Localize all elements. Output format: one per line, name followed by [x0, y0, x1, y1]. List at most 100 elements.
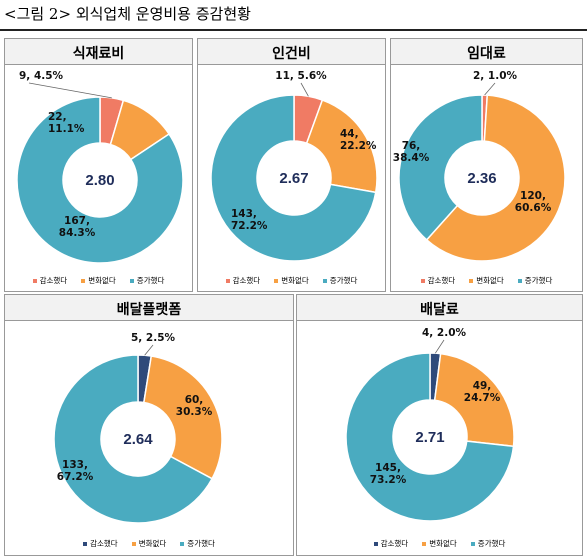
legend-swatch: [225, 279, 230, 283]
chart-title: 임대료: [467, 46, 506, 62]
center-value: 2.67: [279, 170, 308, 187]
slice-label: 9, 4.5%: [19, 70, 64, 82]
legend-label: 변화없다: [138, 539, 167, 548]
chart-title: 배달플랫폼: [116, 302, 182, 318]
legend-label: 변화없다: [429, 539, 457, 548]
legend-swatch: [373, 542, 378, 546]
label-leader-line: [484, 82, 496, 96]
slice-label: 133, 67.2%: [57, 459, 94, 483]
slice-label: 5, 2.5%: [131, 332, 176, 344]
chart-panel: 배달료 2.71 4, 2.0% 49, 24.7% 145, 73.2% 감소했다 변화없다 증…: [296, 294, 583, 556]
slice-label: 2, 1.0%: [473, 70, 518, 82]
legend-item: 증가했다: [470, 538, 506, 549]
donut-slice: [345, 352, 515, 522]
panel-header: 배달료: [297, 295, 582, 321]
chart-legend: 감소했다 변화없다 증가했다: [198, 275, 385, 286]
donut-slice: [142, 355, 223, 480]
label-leader-line: [144, 344, 154, 356]
legend-item: 감소했다: [225, 275, 261, 286]
chart-panel: 식재료비 2.80 9, 4.5% 22, 11.1% 167, 84.3% 감소했다 변화없다…: [4, 38, 193, 292]
legend-item: 증가했다: [129, 275, 165, 286]
donut-chart: 2.80 9, 4.5% 22, 11.1% 167, 84.3%: [16, 70, 184, 264]
legend-label: 감소했다: [380, 539, 409, 548]
legend-label: 증가했다: [136, 276, 165, 285]
legend-swatch: [83, 542, 88, 546]
legend-label: 증가했다: [329, 276, 358, 285]
panel-header: 식재료비: [5, 39, 192, 65]
center-value: 2.80: [85, 172, 114, 189]
legend-item: 증가했다: [322, 275, 358, 286]
legend-label: 변화없다: [281, 276, 309, 285]
legend-item: 변화없다: [274, 275, 309, 286]
slice-label: 22, 11.1%: [48, 111, 85, 135]
center-value: 2.36: [467, 170, 496, 187]
donut-slice: [16, 96, 184, 264]
donut-chart: 2.71 4, 2.0% 49, 24.7% 145, 73.2%: [345, 327, 515, 522]
legend-item: 감소했다: [83, 538, 118, 549]
legend-swatch: [469, 279, 474, 283]
label-leader-line: [434, 339, 445, 354]
donut-slice: [53, 354, 214, 524]
legend-label: 감소했다: [427, 276, 456, 285]
slice-label: 120, 60.6%: [515, 190, 552, 214]
legend-swatch: [81, 279, 86, 283]
donut-slice: [433, 352, 515, 448]
donut-slice: [305, 99, 378, 194]
center-value: 2.71: [415, 429, 444, 446]
legend-item: 감소했다: [373, 538, 409, 549]
figure-title: <그림 2> 외식업체 운영비용 증감현황: [4, 5, 251, 23]
legend-swatch: [129, 279, 134, 283]
chart-legend: 감소했다 변화없다 증가했다: [5, 538, 293, 549]
chart-title: 배달료: [420, 302, 459, 318]
label-leader-line: [28, 82, 112, 99]
slice-label: 143, 72.2%: [231, 208, 268, 232]
legend-label: 변화없다: [88, 276, 116, 285]
panel-header: 배달플랫폼: [5, 295, 293, 321]
legend-label: 감소했다: [232, 276, 261, 285]
legend-label: 증가했다: [524, 276, 553, 285]
chart-legend: 감소했다 변화없다 증가했다: [391, 275, 582, 286]
legend-label: 감소했다: [39, 276, 68, 285]
panel-header: 인건비: [198, 39, 385, 65]
chart-legend: 감소했다 변화없다 증가했다: [297, 538, 582, 549]
donut-slice: [425, 94, 566, 262]
slice-label: 167, 84.3%: [59, 215, 96, 239]
legend-label: 변화없다: [476, 276, 504, 285]
legend-swatch: [470, 542, 475, 546]
donut-chart: 2.64 5, 2.5% 60, 30.3% 133, 67.2%: [53, 332, 223, 524]
slice-label: 60, 30.3%: [176, 394, 213, 418]
center-value: 2.64: [123, 431, 153, 448]
legend-swatch: [32, 279, 37, 283]
label-leader-line: [300, 82, 309, 97]
legend-swatch: [422, 542, 427, 546]
donut-chart: 2.36 2, 1.0% 120, 60.6% 76, 38.4%: [393, 70, 566, 262]
legend-swatch: [517, 279, 522, 283]
legend-label: 증가했다: [477, 539, 506, 548]
chart-title: 인건비: [272, 46, 311, 62]
legend-label: 감소했다: [90, 539, 118, 548]
panel-header: 임대료: [391, 39, 582, 65]
slice-label: 145, 73.2%: [370, 462, 407, 486]
chart-panel: 배달플랫폼 2.64 5, 2.5% 60, 30.3% 133, 67.2% 감소했다 변화없…: [4, 294, 294, 556]
legend-item: 변화없다: [81, 275, 116, 286]
legend-swatch: [420, 279, 425, 283]
legend-label: 증가했다: [187, 539, 215, 548]
legend-swatch: [180, 542, 185, 546]
legend-item: 변화없다: [469, 275, 504, 286]
chart-title: 식재료비: [72, 46, 125, 62]
donut-slice: [398, 94, 483, 241]
chart-panel: 인건비 2.67 11, 5.6% 44, 22.2% 143, 72.2% 감소했다 변화없다…: [197, 38, 386, 292]
slice-label: 44, 22.2%: [340, 128, 377, 152]
donut-chart: 2.67 11, 5.6% 44, 22.2% 143, 72.2%: [210, 70, 378, 262]
slice-label: 49, 24.7%: [464, 380, 501, 404]
legend-item: 변화없다: [422, 538, 457, 549]
legend-item: 감소했다: [32, 275, 68, 286]
legend-item: 증가했다: [517, 275, 553, 286]
legend-swatch: [274, 279, 279, 283]
legend-swatch: [131, 542, 136, 546]
legend-item: 감소했다: [420, 275, 456, 286]
legend-item: 변화없다: [131, 538, 167, 549]
slice-label: 76, 38.4%: [393, 140, 430, 164]
legend-swatch: [322, 279, 327, 283]
chart-legend: 감소했다 변화없다 증가했다: [5, 275, 192, 286]
